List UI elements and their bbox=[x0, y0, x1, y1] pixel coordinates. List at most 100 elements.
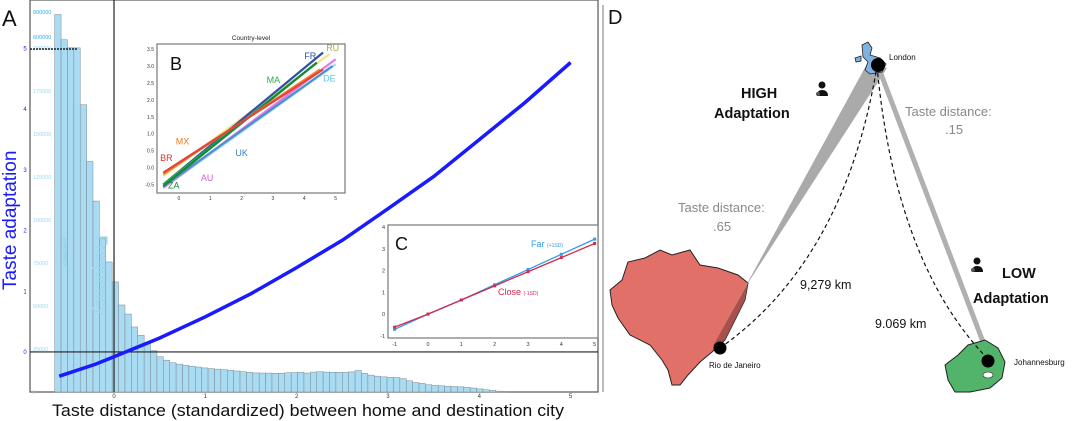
low-adaptation-label: Adaptation bbox=[973, 291, 1049, 307]
x-tick-label: 3 bbox=[386, 394, 390, 400]
histogram-bar bbox=[258, 372, 266, 393]
histogram-bar bbox=[182, 364, 190, 393]
london-marker bbox=[871, 58, 885, 72]
histogram-bar bbox=[297, 371, 305, 393]
y-tick-label: 1 bbox=[382, 290, 385, 296]
country-label-mx: MX bbox=[176, 137, 190, 147]
histogram-bar bbox=[316, 371, 324, 393]
x-tick-label: 5 bbox=[569, 394, 573, 400]
country-label-ma: MA bbox=[267, 75, 281, 85]
y-axis-label-frequency: Frequency bbox=[92, 235, 111, 316]
histogram-bar bbox=[156, 356, 164, 393]
histogram-bar bbox=[437, 385, 445, 393]
x-tick-label: 1 bbox=[460, 342, 463, 348]
histogram-bar bbox=[226, 370, 234, 393]
histogram-bar bbox=[252, 372, 260, 393]
histogram-bar bbox=[393, 377, 401, 393]
histogram-bar bbox=[73, 47, 81, 393]
distance-label-rio: 9,279 km bbox=[800, 278, 851, 292]
y-tick-label: 2.0 bbox=[147, 98, 154, 104]
y-axis-label-frequency-small: Frequency bbox=[63, 238, 69, 266]
histogram-bar bbox=[482, 389, 490, 393]
taste-distance-jnb-label: Taste distance: bbox=[905, 104, 992, 119]
distance-path-rio bbox=[719, 65, 878, 349]
histogram-bar bbox=[246, 372, 254, 393]
y-tick-label: 2.5 bbox=[147, 81, 154, 87]
histogram-bar bbox=[431, 385, 439, 393]
inset-c-lines bbox=[393, 237, 597, 331]
histogram-bar bbox=[54, 14, 62, 393]
frequency-tick-label: 175000 bbox=[33, 89, 51, 95]
country-line-br bbox=[162, 68, 324, 174]
johannesburg-marker bbox=[981, 354, 995, 368]
histogram-bar bbox=[207, 368, 215, 393]
histogram-bar bbox=[380, 376, 388, 393]
histogram-bar bbox=[239, 371, 247, 393]
histogram-bar bbox=[233, 370, 241, 393]
x-tick-label: 4 bbox=[303, 196, 306, 202]
histogram-bar bbox=[405, 380, 413, 393]
high-adaptation-label: Adaptation bbox=[714, 106, 790, 122]
frequency-tick-label: 0 bbox=[33, 390, 36, 396]
histogram-bar bbox=[143, 343, 151, 393]
rio-marker bbox=[713, 341, 727, 355]
histogram-bar bbox=[501, 391, 509, 393]
y-tick-label: 3 bbox=[382, 247, 385, 253]
histogram-bar bbox=[386, 377, 394, 393]
inset-title: Country-level bbox=[232, 35, 271, 42]
panel-label-a: A bbox=[2, 6, 17, 31]
taste-distance-rio-label: Taste distance: bbox=[678, 200, 765, 215]
histogram-bar bbox=[495, 390, 503, 393]
histogram-bar bbox=[412, 382, 420, 393]
histogram-bar bbox=[290, 372, 298, 393]
histogram-bar bbox=[169, 362, 177, 393]
x-tick-label: 4 bbox=[478, 394, 482, 400]
adaptation-tick-label: 5 bbox=[23, 47, 27, 53]
histogram-bar bbox=[111, 281, 119, 393]
y-axis-label-adaptation: Taste adaptation bbox=[0, 151, 21, 290]
person-with-headphones-icon bbox=[971, 257, 983, 272]
distance-path-jnb bbox=[876, 65, 986, 357]
histogram-bar bbox=[79, 104, 87, 393]
x-tick-label: 0 bbox=[112, 394, 116, 400]
y-tick-label: 3.5 bbox=[147, 47, 154, 53]
distance-label-jnb: 9.069 km bbox=[875, 317, 926, 331]
x-tick-label: -1 bbox=[392, 342, 397, 348]
histogram-bar bbox=[463, 387, 471, 393]
y-tick-label: 1.5 bbox=[147, 115, 154, 121]
y-tick-label: 4 bbox=[382, 225, 385, 231]
histogram-bar bbox=[450, 386, 458, 393]
x-tick-label: 5 bbox=[334, 196, 337, 202]
histogram-bar bbox=[310, 371, 317, 393]
y-tick-label: 0.0 bbox=[147, 166, 154, 172]
histogram-bar bbox=[175, 363, 183, 393]
x-tick-label: 2 bbox=[240, 196, 243, 202]
country-label-au: AU bbox=[201, 173, 214, 183]
series-label-far: Far (+1SD) bbox=[531, 239, 563, 249]
city-label-london: London bbox=[889, 53, 916, 62]
histogram-bar bbox=[342, 372, 349, 393]
frequency-tick-label: 150000 bbox=[33, 132, 51, 138]
country-label-za: ZA bbox=[168, 181, 180, 191]
histogram-bar bbox=[214, 368, 222, 393]
x-tick-label: 1 bbox=[209, 196, 212, 202]
country-label-fr: FR bbox=[304, 51, 316, 61]
data-point-close bbox=[393, 325, 397, 329]
histogram-bar bbox=[374, 375, 381, 393]
panel-label-d: D bbox=[608, 7, 622, 29]
taste-band-high bbox=[713, 62, 887, 346]
x-tick-label: 3 bbox=[272, 196, 275, 202]
adaptation-curve bbox=[58, 61, 572, 378]
histogram-bar bbox=[469, 387, 477, 393]
south-africa-shape bbox=[944, 339, 1006, 393]
frequency-axis: 0 25000 50000 75000 100000 125000 150000 175000… bbox=[33, 10, 51, 396]
histogram-bar bbox=[60, 39, 68, 393]
frequency-tick-label: 600000 bbox=[33, 35, 51, 41]
frequency-tick-label: 75000 bbox=[33, 261, 48, 267]
y-tick-label: 0 bbox=[382, 312, 385, 318]
histogram-bar bbox=[354, 370, 362, 393]
histogram-bar bbox=[335, 371, 343, 393]
x-tick-label: 2 bbox=[295, 394, 299, 400]
histogram-bar bbox=[265, 372, 273, 393]
frequency-tick-label: 25000 bbox=[33, 347, 48, 353]
